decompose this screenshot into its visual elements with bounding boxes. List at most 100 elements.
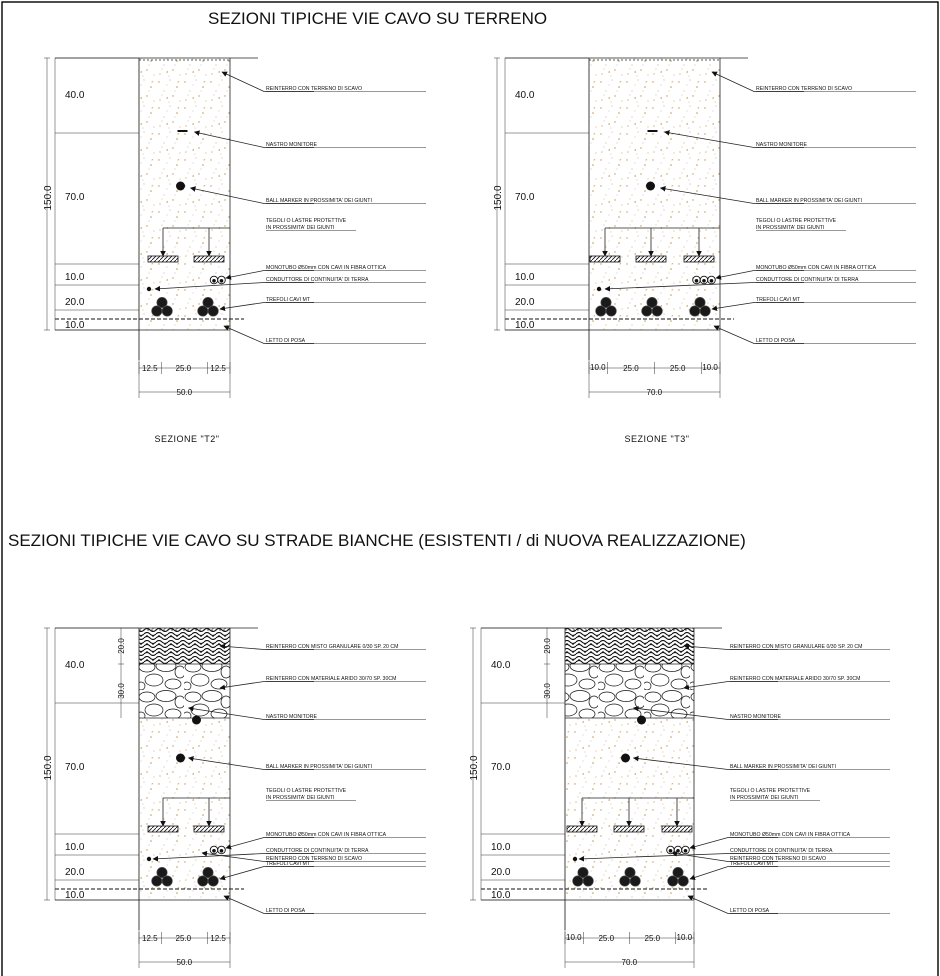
dim-10a: 10.0: [491, 842, 511, 853]
dim-w25a: 25.0: [598, 934, 614, 943]
dim-20-gravel: 20.0: [117, 638, 126, 654]
fiber-ducts: [667, 846, 690, 854]
earth-conductor: [147, 857, 151, 861]
label-tegoli-1: TEGOLI O LASTRE PROTETTIVE: [266, 788, 347, 794]
dim-w10a: 10.0: [590, 363, 606, 372]
label-trefoli-leader: [220, 303, 314, 310]
protective-tile-0: [567, 826, 597, 832]
rock-layer: [139, 664, 230, 718]
label-trefoli-leader: [220, 867, 314, 880]
dim-40: 40.0: [65, 660, 85, 671]
dim-w25: 25.0: [176, 934, 192, 943]
title-top: SEZIONI TIPICHE VIE CAVO SU TERRENO: [208, 9, 547, 28]
dim-40: 40.0: [65, 90, 85, 101]
dim-20-gravel: 20.0: [543, 638, 552, 654]
protective-tile-2: [684, 256, 714, 262]
section-label-t3: SEZIONE "T3": [625, 434, 690, 444]
protective-tile-1: [194, 826, 224, 832]
label-trefoli-leader: [690, 867, 778, 880]
label-monotubo-leader: [226, 838, 314, 849]
ball-marker-top: [192, 716, 201, 725]
dim-w50: 50.0: [177, 958, 193, 967]
dim-w70: 70.0: [622, 958, 638, 967]
dim-w10b: 10.0: [677, 933, 693, 942]
label-arido-leader: [684, 682, 778, 689]
dim-20: 20.0: [65, 867, 85, 878]
dim-w12-5b: 12.5: [210, 364, 226, 373]
dim-150: 150.0: [469, 755, 480, 780]
title-bottom: SEZIONI TIPICHE VIE CAVO SU STRADE BIANC…: [8, 531, 746, 550]
dim-20: 20.0: [491, 867, 511, 878]
protective-tile-0: [148, 826, 178, 832]
dim-w10b: 10.0: [702, 363, 718, 372]
earth-conductor: [597, 287, 601, 291]
label-monotubo-leader: [690, 838, 778, 849]
label-tegoli-1: TEGOLI O LASTRE PROTETTIVE: [756, 218, 837, 224]
dim-w12-5a: 12.5: [142, 934, 158, 943]
protective-tile-2: [662, 826, 692, 832]
dim-10a: 10.0: [65, 272, 85, 283]
dim-10b: 10.0: [491, 890, 511, 901]
section-t2: 40.0 70.0 10.0 20.0 10.0 150.0 REINTERRO CON T…: [43, 58, 426, 444]
dim-30-rock: 30.0: [543, 683, 552, 699]
ball-marker: [176, 754, 185, 763]
rock-layer: [565, 664, 694, 718]
dim-w12-5a: 12.5: [142, 364, 158, 373]
dim-10a: 10.0: [515, 272, 535, 283]
dim-40: 40.0: [491, 660, 511, 671]
label-trefoli-leader: [712, 303, 804, 310]
ball-marker: [176, 182, 185, 191]
dim-w25b: 25.0: [645, 934, 661, 943]
dim-w10a: 10.0: [566, 933, 582, 942]
dim-150: 150.0: [493, 185, 504, 210]
dim-w25a: 25.0: [623, 364, 639, 373]
dim-40: 40.0: [515, 90, 535, 101]
gravel-layer: [565, 628, 694, 664]
section-road-1: 40.070.010.020.010.0150.020.030.0REINTER…: [43, 628, 426, 968]
dim-30-rock: 30.0: [117, 683, 126, 699]
dim-70: 70.0: [515, 192, 535, 203]
earth-conductor: [573, 857, 577, 861]
dim-150: 150.0: [43, 185, 54, 210]
label-tegoli-2: IN PROSSIMITA' DEI GIUNTI: [730, 795, 798, 801]
dim-20: 20.0: [515, 297, 535, 308]
dim-150: 150.0: [43, 755, 54, 780]
dim-20: 20.0: [65, 297, 85, 308]
dim-w50: 50.0: [177, 388, 193, 397]
warning-tape: [648, 130, 658, 132]
fiber-ducts: [693, 276, 716, 284]
dim-10b: 10.0: [515, 320, 535, 331]
label-tegoli-2: IN PROSSIMITA' DEI GIUNTI: [266, 795, 334, 801]
dim-70: 70.0: [65, 762, 85, 773]
dim-10b: 10.0: [65, 890, 85, 901]
label-tegoli-2: IN PROSSIMITA' DEI GIUNTI: [266, 225, 334, 231]
dim-w12-5b: 12.5: [210, 934, 226, 943]
dim-w25b: 25.0: [670, 364, 686, 373]
label-tegoli-2: IN PROSSIMITA' DEI GIUNTI: [756, 225, 824, 231]
earth-conductor: [147, 287, 151, 291]
dim-70: 70.0: [65, 192, 85, 203]
protective-tile-1: [194, 256, 224, 262]
dim-10a: 10.0: [65, 842, 85, 853]
ball-marker: [646, 182, 655, 191]
protective-tile-0: [590, 256, 620, 262]
dim-w25: 25.0: [176, 364, 192, 373]
section-t3: 40.070.010.020.010.0150.0REINTERRO CON T…: [493, 58, 916, 444]
protective-tile-0: [148, 256, 178, 262]
dim-70: 70.0: [491, 762, 511, 773]
dim-w70: 70.0: [647, 388, 663, 397]
section-label-t2: SEZIONE "T2": [155, 434, 220, 444]
section-road-2: 40.0 70.0 10.0 20.0 10.0 150.0 20.0 30.0 REINTER…: [469, 628, 890, 968]
label-arido-leader: [220, 682, 314, 689]
protective-tile-1: [614, 826, 644, 832]
label-tegoli-1: TEGOLI O LASTRE PROTETTIVE: [730, 788, 811, 794]
ball-marker-top: [637, 716, 646, 725]
protective-tile-1: [636, 256, 666, 262]
warning-tape: [178, 130, 188, 132]
dim-10b: 10.0: [65, 320, 85, 331]
gravel-layer: [139, 628, 230, 664]
ball-marker: [621, 754, 630, 763]
trench-fill: [139, 58, 230, 330]
label-tegoli-1: TEGOLI O LASTRE PROTETTIVE: [266, 218, 347, 224]
